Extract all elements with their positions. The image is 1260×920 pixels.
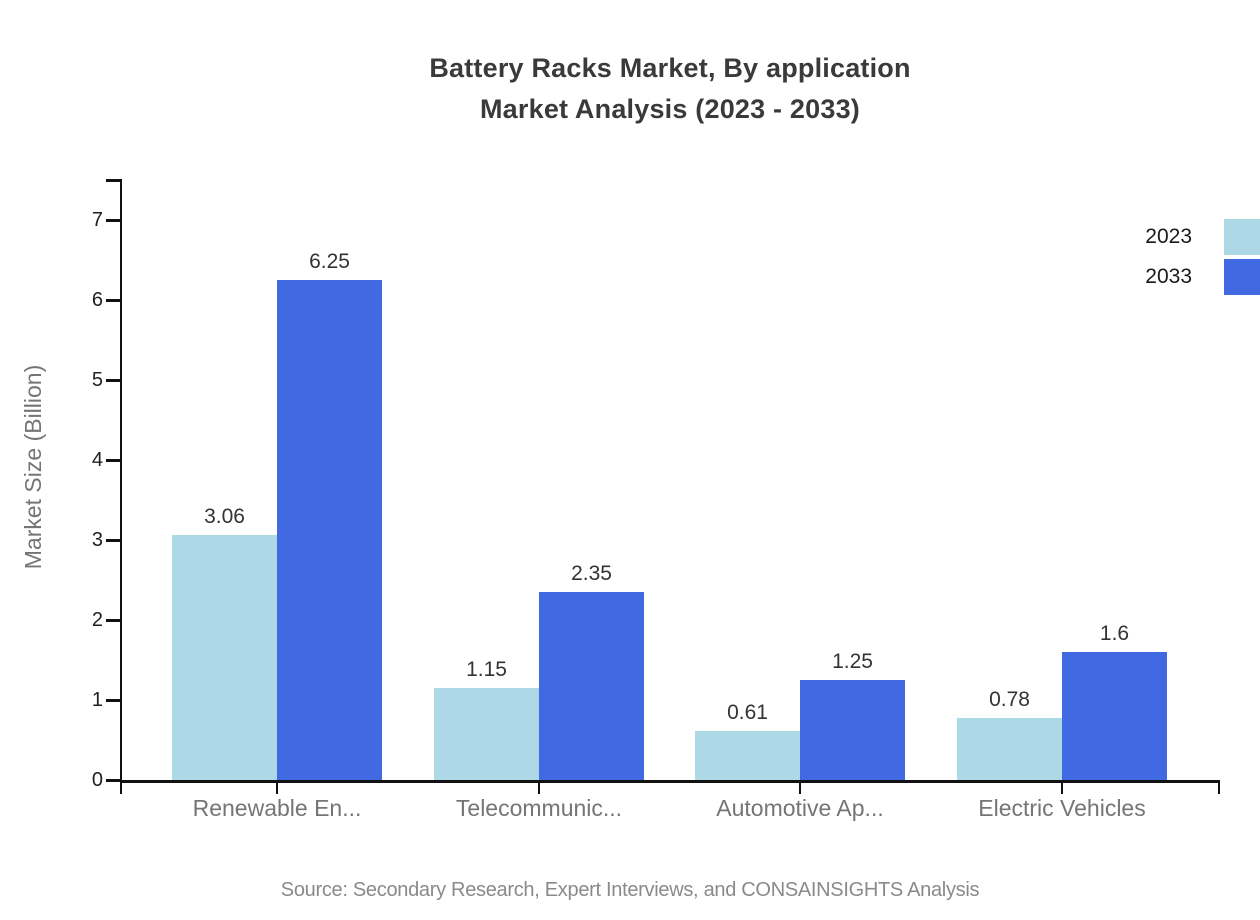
category-label: Electric Vehicles xyxy=(978,795,1146,821)
legend-label-2033: 2033 xyxy=(1145,265,1192,288)
x-tick xyxy=(1061,780,1063,794)
category-label: Renewable En... xyxy=(192,795,362,821)
y-tick xyxy=(106,539,120,542)
bar-2023-1 xyxy=(172,535,277,780)
y-tick-label: 2 xyxy=(91,609,103,631)
y-tick-label: 1 xyxy=(91,689,103,711)
y-tick xyxy=(106,299,120,302)
legend-swatch-2023 xyxy=(1224,219,1260,255)
bar-2033-2 xyxy=(539,592,644,780)
y-tick-label: 3 xyxy=(91,529,103,551)
bar-value-label: 1.25 xyxy=(832,650,873,673)
bar-value-label: 0.61 xyxy=(727,701,768,724)
y-tick xyxy=(106,459,120,462)
y-tick xyxy=(106,699,120,702)
x-tick xyxy=(276,780,278,794)
y-tick-label: 0 xyxy=(91,769,103,791)
bar-value-label: 2.35 xyxy=(571,562,612,585)
chart-title-line1: Battery Racks Market, By application xyxy=(429,53,911,83)
legend-item-2033: 2033 xyxy=(1100,259,1260,295)
x-axis-line xyxy=(120,780,1220,783)
x-axis-right-end-tick xyxy=(1218,780,1220,794)
chart-title-line2: Market Analysis (2023 - 2033) xyxy=(479,94,860,124)
bar-value-label: 0.78 xyxy=(989,688,1030,711)
bar-2033-4 xyxy=(1062,652,1167,780)
bar-2023-2 xyxy=(434,688,539,780)
x-tick xyxy=(538,780,540,794)
category-label: Telecommunic... xyxy=(455,795,623,821)
bar-2023-3 xyxy=(695,731,800,780)
y-axis-top-cap xyxy=(106,179,122,182)
y-tick xyxy=(106,779,120,782)
x-tick xyxy=(799,780,801,794)
legend-swatch-2033 xyxy=(1224,259,1260,295)
x-axis-left-end-tick xyxy=(120,780,122,794)
chart-title: Battery Racks Market, By application Mar… xyxy=(80,48,1260,130)
bar-value-label: 1.6 xyxy=(1099,622,1130,645)
y-tick xyxy=(106,619,120,622)
y-tick xyxy=(106,219,120,222)
bar-2033-3 xyxy=(800,680,905,780)
category-label: Automotive Ap... xyxy=(716,795,884,821)
y-tick-label: 6 xyxy=(91,289,103,311)
y-tick-label: 7 xyxy=(91,209,103,231)
y-tick-label: 4 xyxy=(91,449,103,471)
bar-value-label: 6.25 xyxy=(309,250,350,273)
source-attribution: Source: Secondary Research, Expert Inter… xyxy=(280,879,980,901)
y-tick-label: 5 xyxy=(91,369,103,391)
legend-label-2023: 2023 xyxy=(1145,225,1192,248)
y-tick xyxy=(106,379,120,382)
bar-value-label: 1.15 xyxy=(466,658,507,681)
bar-2023-4 xyxy=(957,718,1062,780)
legend: 2023 2033 xyxy=(1100,219,1260,295)
legend-item-2023: 2023 xyxy=(1100,219,1260,255)
bar-value-label: 3.06 xyxy=(204,505,245,528)
bar-2033-1 xyxy=(277,280,382,780)
y-axis-line xyxy=(120,180,122,781)
